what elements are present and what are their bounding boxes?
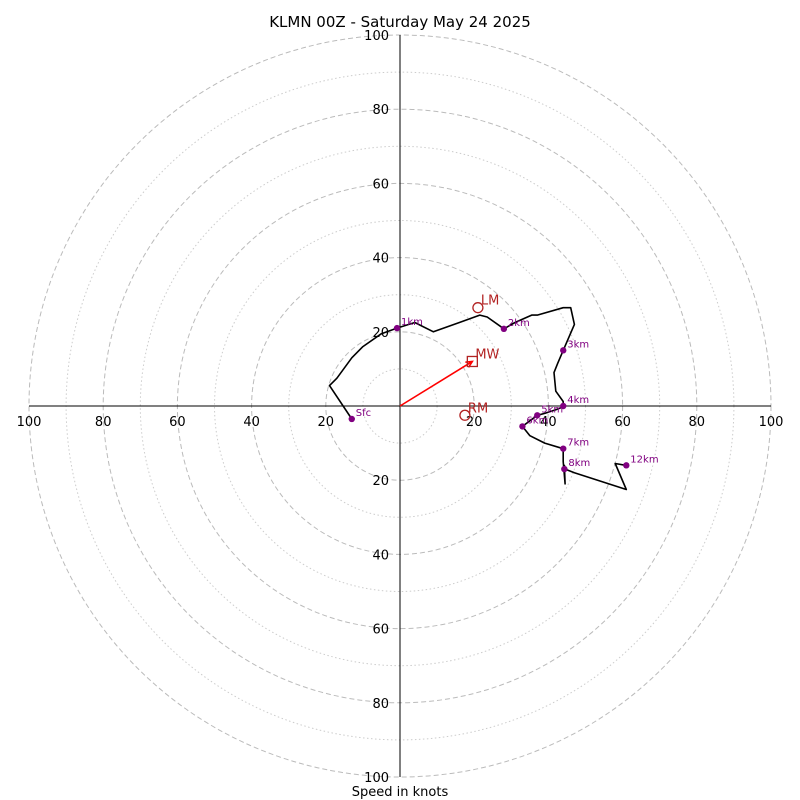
x-axis-label: Speed in knots: [352, 785, 449, 800]
tick-label-bottom: 20: [372, 474, 389, 489]
tick-label-top: 80: [372, 103, 389, 118]
height-label: 4km: [567, 395, 589, 406]
height-point: [519, 423, 526, 430]
tick-label-bottom: 40: [372, 548, 389, 563]
tick-label-bottom: 100: [364, 771, 389, 786]
tick-label-left: 40: [243, 415, 260, 430]
mean-wind-marker: [466, 355, 478, 368]
height-point: [561, 465, 568, 473]
tick-labels: 100 80 60 40 20 20 40 60 80 100204060801002040608…: [17, 29, 784, 786]
height-label: 8km: [568, 458, 590, 469]
height-label: Sfc: [356, 408, 371, 419]
tick-label-bottom: 60: [372, 623, 389, 638]
shear-vector-line: [399, 360, 473, 407]
tick-label-left: 80: [95, 415, 112, 430]
height-point: [348, 415, 355, 423]
marker-label: LM: [481, 294, 499, 309]
tick-label-top: 100: [364, 29, 389, 44]
height-point: [623, 462, 630, 469]
tick-label-left: 20: [318, 415, 335, 430]
storm-motion-marker: [459, 409, 471, 421]
shear-vector: [399, 360, 474, 407]
storm-motion-markers: LM MW RM: [459, 294, 500, 421]
chart-title: KLMN 00Z - Saturday May 24 2025: [269, 13, 531, 31]
storm-motion-marker: [472, 302, 484, 314]
tick-label-top: 60: [372, 177, 389, 192]
height-label: 7km: [567, 438, 589, 449]
height-point: [393, 324, 401, 332]
height-label: 12km: [630, 454, 658, 465]
height-label: 2km: [508, 318, 530, 329]
tick-label-left: 100: [17, 415, 42, 430]
tick-label-right: 60: [614, 415, 631, 430]
tick-label-top: 40: [372, 252, 389, 267]
height-label: 5km: [541, 404, 563, 415]
height-point: [560, 347, 567, 354]
tick-label-right: 80: [689, 415, 706, 430]
height-point: [500, 325, 508, 333]
tick-label-bottom: 80: [372, 697, 389, 712]
tick-label-right: 40: [540, 415, 557, 430]
marker-label: MW: [475, 347, 499, 362]
marker-label: RM: [468, 401, 488, 416]
tick-label-right: 20: [466, 415, 483, 430]
height-label: 3km: [567, 339, 589, 350]
tick-label-left: 60: [169, 415, 186, 430]
height-point: [534, 412, 541, 419]
height-label: 6km: [526, 415, 548, 426]
tick-label-right: 100: [759, 415, 784, 430]
height-point: [560, 445, 567, 452]
height-point: [560, 402, 567, 410]
height-label: 1km: [401, 317, 423, 328]
